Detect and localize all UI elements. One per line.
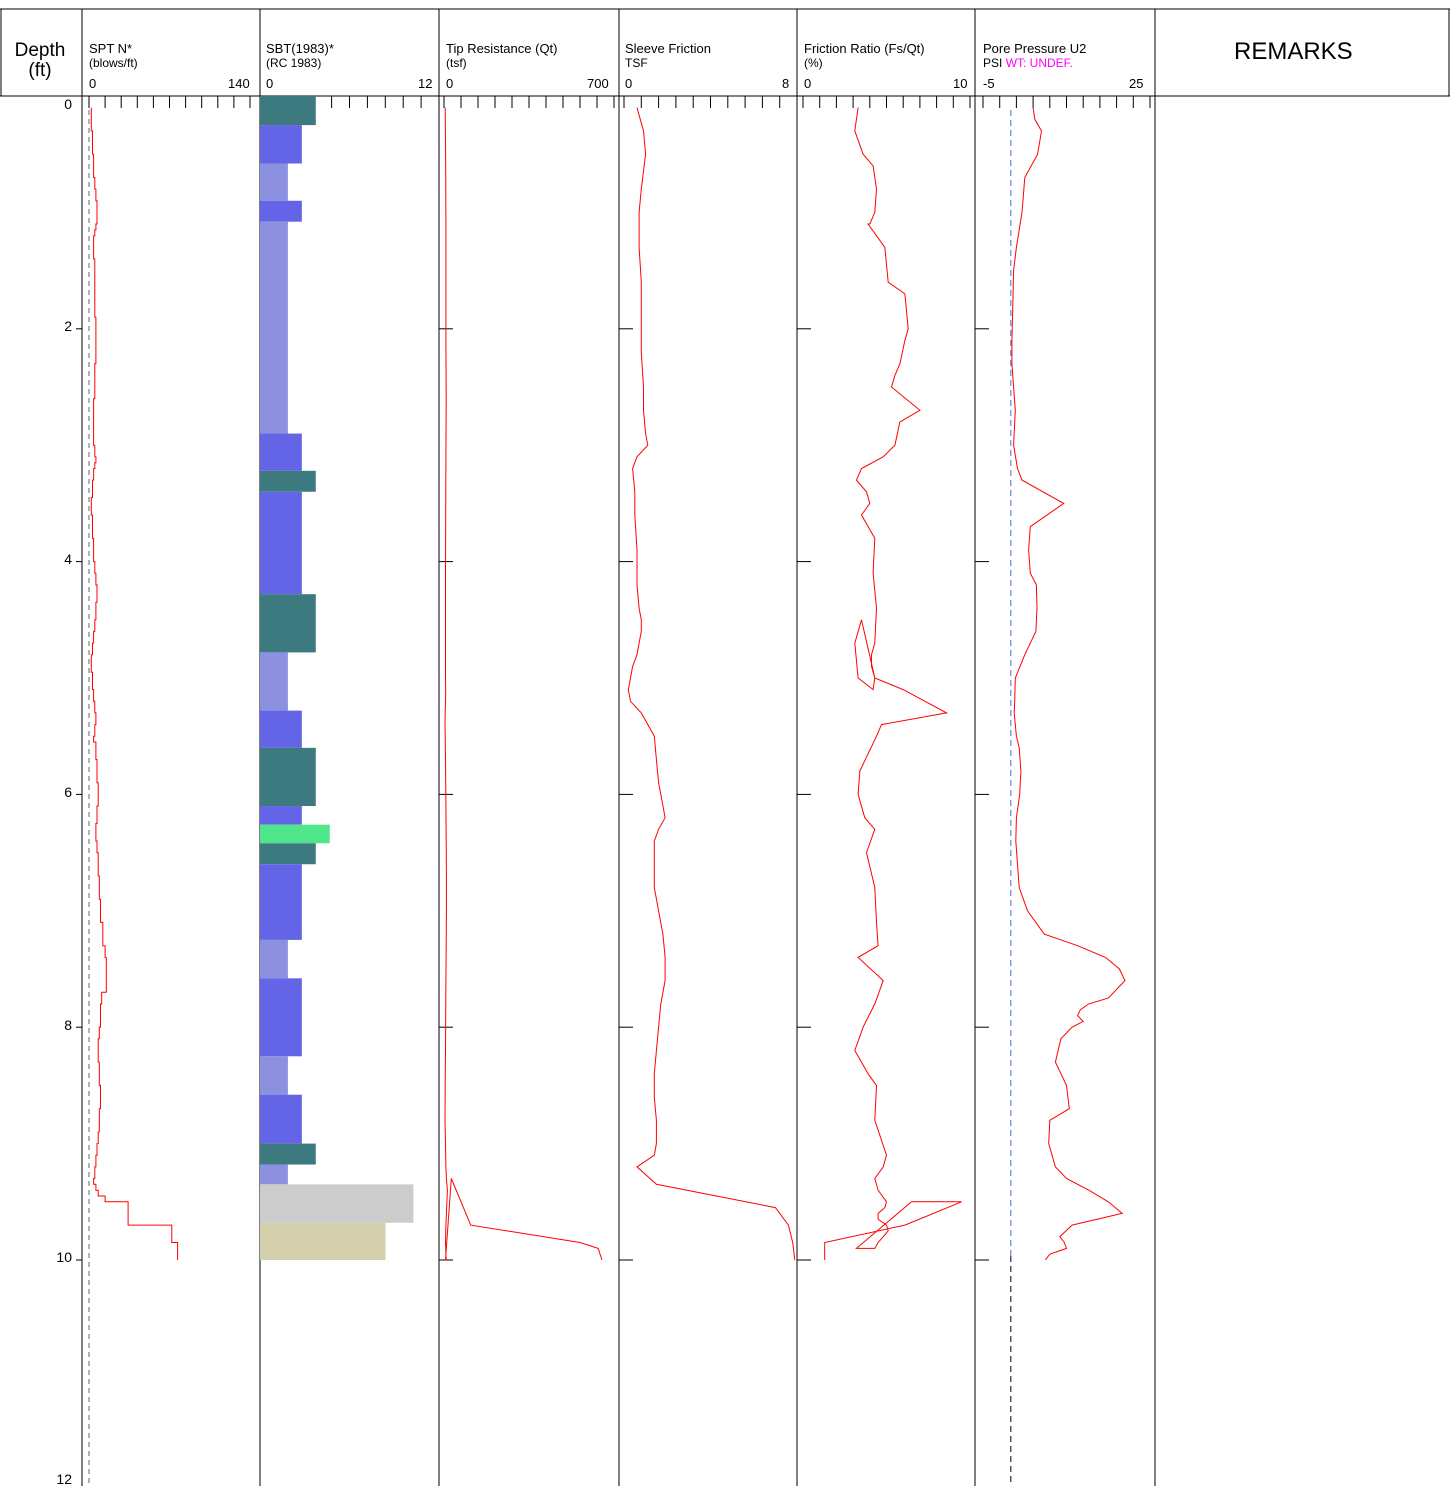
sbt-max-label: 12 (418, 76, 433, 91)
u2-subtitle: PSI WT: UNDEF. (983, 57, 1073, 69)
spt-max-label: 140 (228, 76, 250, 91)
sbt-subtitle: (RC 1983) (266, 56, 322, 70)
fr-title: Friction Ratio (Fs/Qt) (804, 41, 925, 56)
water-table-label: WT: UNDEF. (1005, 56, 1074, 70)
fs-subtitle: TSF (625, 56, 648, 70)
u2-max-label: 25 (1129, 76, 1144, 91)
depth-label-10: 10 (56, 1249, 72, 1265)
depth-label-8: 8 (64, 1017, 72, 1033)
sbt-layer-16 (260, 939, 288, 979)
spt-title: SPT N* (89, 41, 133, 56)
sbt-layer-9 (260, 652, 288, 711)
qt-min-label: 0 (446, 76, 454, 91)
sbt-layer-7 (260, 491, 302, 595)
sbt-layer-0 (260, 96, 316, 126)
sbt-layer-5 (260, 433, 302, 471)
sbt-layer-22 (260, 1184, 414, 1223)
sbt-layer-18 (260, 1056, 288, 1095)
depth-label-6: 6 (64, 784, 72, 800)
sbt-title: SBT(1983)* (266, 41, 334, 56)
remarks-title: REMARKS (1234, 38, 1353, 65)
sbt-layer-15 (260, 864, 302, 940)
sbt-layer-17 (260, 978, 302, 1057)
sbt-layer-19 (260, 1094, 302, 1144)
sbt-layer-20 (260, 1143, 316, 1165)
u2-unit: PSI (983, 56, 1003, 70)
u2-series-line (1011, 107, 1126, 1261)
sbt-layer-2 (260, 163, 288, 201)
fr-min-label: 0 (804, 76, 812, 91)
sbt-min-label: 0 (266, 76, 274, 91)
sbt-layer-1 (260, 125, 302, 164)
sbt-layer-21 (260, 1164, 288, 1185)
fs-series-line (627, 107, 796, 1261)
qt-title: Tip Resistance (Qt) (446, 41, 558, 56)
u2-min-label: -5 (983, 76, 995, 91)
sbt-layer-3 (260, 200, 302, 222)
sbt-layer-4 (260, 221, 288, 434)
fr-series-line (824, 107, 962, 1260)
depth-label-0: 0 (64, 96, 72, 112)
u2-title: Pore Pressure U2 (983, 41, 1087, 56)
spt-subtitle: (blows/ft) (89, 56, 138, 70)
fs-max-label: 8 (782, 76, 790, 91)
sbt-layer-8 (260, 594, 316, 653)
sbt-layer-14 (260, 843, 316, 865)
sbt-layer-12 (260, 806, 302, 825)
qt-series-line (444, 107, 603, 1261)
sbt-layer-23 (260, 1222, 386, 1260)
sbt-layer-10 (260, 710, 302, 748)
spt-min-label: 0 (89, 76, 97, 91)
depth-label-4: 4 (64, 551, 72, 567)
qt-max-label: 700 (587, 76, 609, 91)
fs-title: Sleeve Friction (625, 41, 711, 56)
depth-unit: (ft) (28, 60, 52, 81)
fs-min-label: 0 (625, 76, 633, 91)
depth-title: Depth (14, 40, 66, 61)
sbt-layer-6 (260, 470, 316, 492)
sbt-layer-13 (260, 824, 330, 844)
qt-subtitle: (tsf) (446, 56, 467, 70)
depth-label-2: 2 (64, 318, 72, 334)
fr-max-label: 10 (953, 76, 968, 91)
depth-label-12: 12 (56, 1471, 72, 1487)
spt-series-line (90, 107, 179, 1260)
fr-subtitle: (%) (804, 56, 823, 70)
sbt-layer-11 (260, 747, 316, 807)
